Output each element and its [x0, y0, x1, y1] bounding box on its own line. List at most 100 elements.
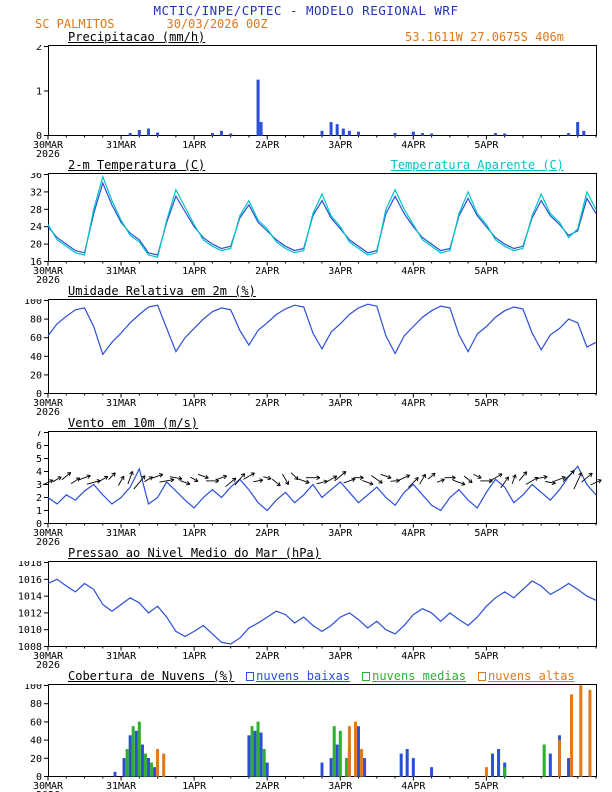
apparent-temp-label: Temperatura Aparente (C)	[390, 158, 564, 172]
svg-text:5APR: 5APR	[474, 781, 499, 792]
panel-humidity: Umidade Relativa em 2m (%) 0 20 40 60 80 100 3…	[0, 285, 612, 418]
svg-text:0: 0	[36, 772, 42, 783]
svg-text:2APR: 2APR	[255, 528, 280, 539]
svg-text:100: 100	[24, 299, 42, 307]
svg-text:4APR: 4APR	[401, 651, 426, 662]
svg-text:31MAR: 31MAR	[106, 781, 137, 792]
svg-text:0: 0	[36, 519, 42, 530]
svg-text:2APR: 2APR	[255, 651, 280, 662]
svg-text:2: 2	[36, 493, 42, 504]
svg-text:4APR: 4APR	[401, 781, 426, 792]
svg-text:5APR: 5APR	[474, 528, 499, 539]
svg-text:31MAR: 31MAR	[106, 651, 137, 662]
legend-low-clouds: nuvens baixas	[246, 670, 350, 683]
header-row: SC PALMITOS 30/03/2026 00Z	[0, 17, 612, 31]
svg-text:2APR: 2APR	[255, 266, 280, 277]
svg-text:4APR: 4APR	[401, 266, 426, 277]
svg-text:80: 80	[30, 315, 42, 326]
svg-text:2APR: 2APR	[255, 140, 280, 151]
svg-text:3APR: 3APR	[328, 651, 353, 662]
svg-text:1014: 1014	[18, 592, 42, 603]
svg-text:40: 40	[30, 352, 42, 363]
wind-title: Vento em 10m (m/s)	[68, 416, 199, 430]
humidity-title: Umidade Relativa em 2m (%)	[68, 284, 256, 298]
temp-title: 2-m Temperatura (C)	[68, 158, 206, 172]
svg-text:36: 36	[30, 173, 42, 181]
humidity-title-row: Umidade Relativa em 2m (%)	[0, 285, 612, 299]
svg-text:2: 2	[36, 45, 42, 53]
svg-text:16: 16	[30, 257, 42, 268]
svg-text:30MAR: 30MAR	[33, 528, 64, 539]
temp-chart: 16 20 24 28 32 36 30MAR 2026 31MAR 1APR 2APR 3APR 4A…	[0, 170, 612, 286]
svg-text:3APR: 3APR	[328, 266, 353, 277]
precip-title: Precipitacao (mm/h)	[68, 30, 206, 44]
svg-text:2026: 2026	[36, 149, 60, 159]
svg-text:4APR: 4APR	[401, 398, 426, 409]
svg-text:1APR: 1APR	[182, 528, 207, 539]
svg-text:2026: 2026	[36, 790, 60, 792]
svg-text:20: 20	[30, 754, 42, 765]
svg-text:60: 60	[30, 717, 42, 728]
svg-text:2026: 2026	[36, 275, 60, 285]
panel-temperature: 2-m Temperatura (C) Temperatura Aparente…	[0, 158, 612, 286]
high-clouds-swatch-icon	[478, 672, 487, 681]
svg-text:1018: 1018	[18, 561, 42, 569]
svg-text:5APR: 5APR	[474, 140, 499, 151]
svg-text:31MAR: 31MAR	[106, 398, 137, 409]
svg-text:31MAR: 31MAR	[106, 528, 137, 539]
svg-text:3APR: 3APR	[328, 140, 353, 151]
svg-text:2APR: 2APR	[255, 398, 280, 409]
pressure-title-row: Pressao ao Nivel Medio do Mar (hPa)	[0, 547, 612, 561]
legend-mid-clouds-label: nuvens medias	[372, 669, 467, 683]
panel-pressure: Pressao ao Nivel Medio do Mar (hPa) 1008…	[0, 547, 612, 671]
svg-text:1APR: 1APR	[182, 140, 207, 151]
clouds-title: Cobertura de Nuvens (%)	[68, 669, 235, 683]
panel-cloud-cover: Cobertura de Nuvens (%) nuvens baixas nu…	[0, 670, 612, 792]
svg-text:7: 7	[36, 431, 42, 439]
svg-text:28: 28	[30, 205, 42, 216]
wind-chart: 0 1 2 3 4 5 6 7 30MAR 2026 31MAR 1APR 2APR 3APR 4APR 5A…	[0, 428, 612, 548]
svg-text:31MAR: 31MAR	[106, 140, 137, 151]
panel-wind: Vento em 10m (m/s) 0 1 2 3 4 5 6 7 30MAR 2026 31MA…	[0, 416, 612, 548]
svg-text:20: 20	[30, 240, 42, 251]
svg-text:24: 24	[30, 222, 42, 233]
svg-text:2APR: 2APR	[255, 781, 280, 792]
svg-text:31MAR: 31MAR	[106, 266, 137, 277]
svg-text:1APR: 1APR	[182, 266, 207, 277]
svg-text:4APR: 4APR	[401, 528, 426, 539]
svg-text:30MAR: 30MAR	[33, 266, 64, 277]
precip-title-row: Precipitacao (mm/h) 53.1611W 27.0675S 40…	[0, 31, 612, 45]
svg-text:1APR: 1APR	[182, 781, 207, 792]
svg-text:20: 20	[30, 370, 42, 381]
svg-text:30MAR: 30MAR	[33, 651, 64, 662]
svg-text:3APR: 3APR	[328, 398, 353, 409]
svg-text:2026: 2026	[36, 407, 60, 417]
page-title: MCTIC/INPE/CPTEC - MODELO REGIONAL WRF	[153, 3, 459, 18]
legend-high-clouds: nuvens altas	[478, 670, 575, 683]
svg-text:1: 1	[36, 506, 42, 517]
svg-text:1012: 1012	[18, 608, 42, 619]
svg-text:3: 3	[36, 480, 42, 491]
svg-text:4: 4	[36, 467, 42, 478]
svg-text:60: 60	[30, 333, 42, 344]
svg-text:30MAR: 30MAR	[33, 140, 64, 151]
svg-text:5APR: 5APR	[474, 398, 499, 409]
svg-text:32: 32	[30, 187, 42, 198]
svg-text:1APR: 1APR	[182, 651, 207, 662]
humidity-chart: 0 20 40 60 80 100 30MAR 2026 31MAR 1APR 2APR 3APR 4A…	[0, 296, 612, 418]
svg-text:5APR: 5APR	[474, 651, 499, 662]
svg-text:6: 6	[36, 441, 42, 452]
svg-text:100: 100	[24, 684, 42, 692]
svg-text:5: 5	[36, 454, 42, 465]
svg-text:80: 80	[30, 699, 42, 710]
svg-text:3APR: 3APR	[328, 781, 353, 792]
panel-precipitation: Precipitacao (mm/h) 53.1611W 27.0675S 40…	[0, 31, 612, 160]
svg-text:2026: 2026	[36, 660, 60, 670]
svg-text:1008: 1008	[18, 642, 42, 653]
svg-text:0: 0	[36, 131, 42, 142]
legend-high-clouds-label: nuvens altas	[488, 669, 575, 683]
svg-text:1APR: 1APR	[182, 398, 207, 409]
svg-text:4APR: 4APR	[401, 140, 426, 151]
